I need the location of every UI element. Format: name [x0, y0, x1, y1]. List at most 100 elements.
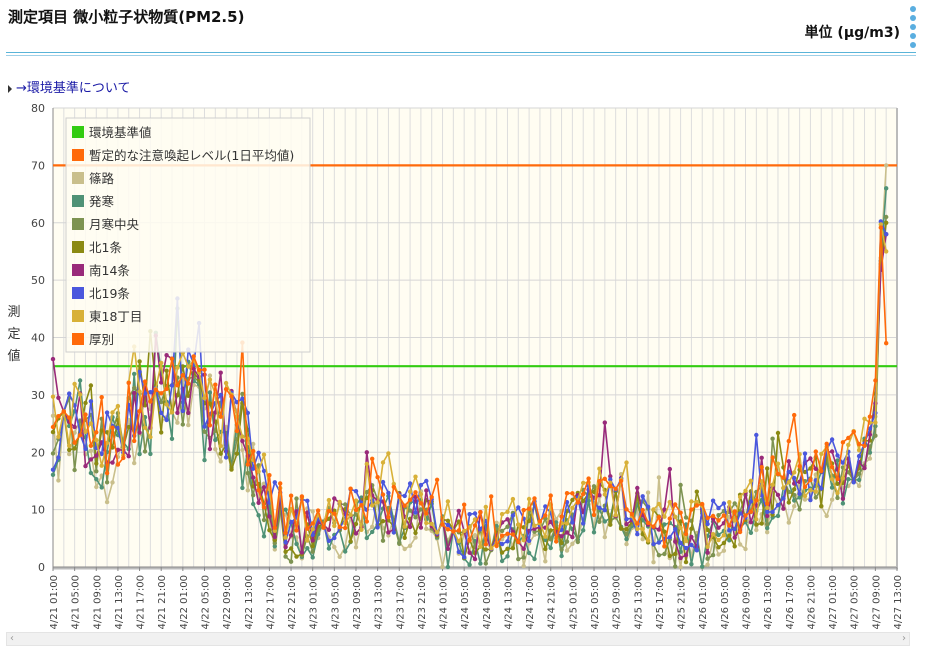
data-point	[142, 379, 148, 384]
data-point	[310, 538, 315, 543]
data-point	[445, 564, 451, 570]
data-point	[169, 356, 175, 361]
data-point	[272, 528, 277, 533]
data-point	[597, 479, 602, 484]
data-point	[413, 535, 418, 540]
data-point	[159, 410, 164, 416]
data-point	[110, 460, 115, 465]
data-point	[705, 527, 710, 533]
data-point	[434, 477, 440, 482]
data-point	[635, 485, 640, 491]
data-point	[343, 549, 348, 554]
data-point	[218, 414, 223, 419]
data-point	[737, 511, 743, 516]
data-point	[543, 559, 548, 564]
data-point	[543, 537, 548, 543]
data-point	[283, 535, 288, 540]
data-point	[543, 513, 548, 518]
data-point	[50, 451, 56, 456]
data-point	[67, 391, 72, 396]
data-point	[591, 512, 597, 518]
data-point	[786, 480, 791, 485]
data-point	[418, 492, 424, 497]
data-point	[251, 448, 256, 454]
data-point	[445, 518, 451, 523]
legend-label: 環境基準値	[89, 125, 152, 140]
data-point	[748, 509, 754, 514]
data-point	[786, 520, 791, 525]
data-point	[505, 531, 510, 536]
data-point	[56, 414, 61, 419]
data-point	[635, 526, 640, 532]
data-point	[651, 524, 656, 529]
data-point	[786, 459, 791, 464]
data-point	[505, 539, 510, 544]
data-point	[159, 360, 164, 366]
legend-swatch	[72, 264, 84, 276]
horizontal-scrollbar[interactable]: ‹ ›	[6, 632, 910, 646]
data-point	[526, 518, 532, 524]
data-point	[683, 545, 689, 551]
data-point	[819, 486, 824, 491]
data-point	[813, 495, 818, 500]
data-point	[743, 488, 748, 493]
data-point	[846, 435, 851, 441]
data-point	[840, 440, 846, 445]
x-tick-label: 4/23 09:00	[352, 575, 363, 629]
data-point	[608, 477, 613, 482]
data-point	[602, 534, 607, 540]
data-point	[418, 482, 424, 488]
data-point	[137, 430, 142, 435]
more-menu-icon[interactable]	[910, 6, 920, 50]
data-point	[175, 410, 180, 415]
data-point	[624, 517, 629, 522]
scroll-right-icon[interactable]: ›	[902, 633, 906, 644]
y-tick-label: 60	[31, 217, 45, 230]
data-point	[77, 419, 83, 424]
scroll-left-icon[interactable]: ‹	[10, 633, 14, 644]
data-point	[353, 521, 359, 527]
data-point	[683, 515, 689, 520]
data-point	[645, 504, 651, 509]
data-point	[564, 548, 570, 553]
data-point	[656, 475, 662, 480]
data-point	[326, 527, 332, 532]
data-point	[288, 559, 294, 564]
data-point	[132, 371, 137, 377]
data-point	[878, 219, 883, 224]
data-point	[251, 475, 256, 480]
data-point	[445, 499, 451, 504]
data-point	[554, 539, 559, 544]
data-point	[72, 381, 77, 387]
data-point	[115, 462, 121, 467]
data-point	[326, 546, 332, 551]
data-point	[142, 403, 148, 408]
data-point	[510, 546, 516, 551]
data-point	[516, 505, 521, 510]
data-point	[180, 408, 185, 414]
legend-label: 東18丁目	[89, 309, 142, 324]
environmental-standard-link[interactable]: →環境基準について	[8, 77, 131, 96]
data-point	[835, 490, 840, 496]
data-point	[840, 496, 846, 501]
data-point	[88, 443, 94, 448]
data-point	[516, 556, 521, 562]
data-point	[137, 451, 142, 457]
x-tick-label: 4/26 17:00	[785, 575, 796, 629]
data-point	[597, 493, 602, 498]
data-point	[797, 464, 802, 469]
data-point	[656, 527, 662, 532]
data-point	[737, 529, 743, 535]
data-point	[164, 368, 169, 373]
data-point	[802, 493, 808, 499]
data-point	[159, 391, 164, 396]
data-point	[56, 455, 61, 460]
data-point	[110, 480, 115, 485]
data-point	[299, 494, 305, 499]
x-tick-label: 4/24 05:00	[460, 575, 471, 629]
y-tick-label: 50	[31, 274, 45, 287]
data-point	[169, 383, 175, 388]
data-point	[765, 521, 770, 527]
data-point	[678, 519, 683, 524]
data-point	[884, 163, 889, 168]
